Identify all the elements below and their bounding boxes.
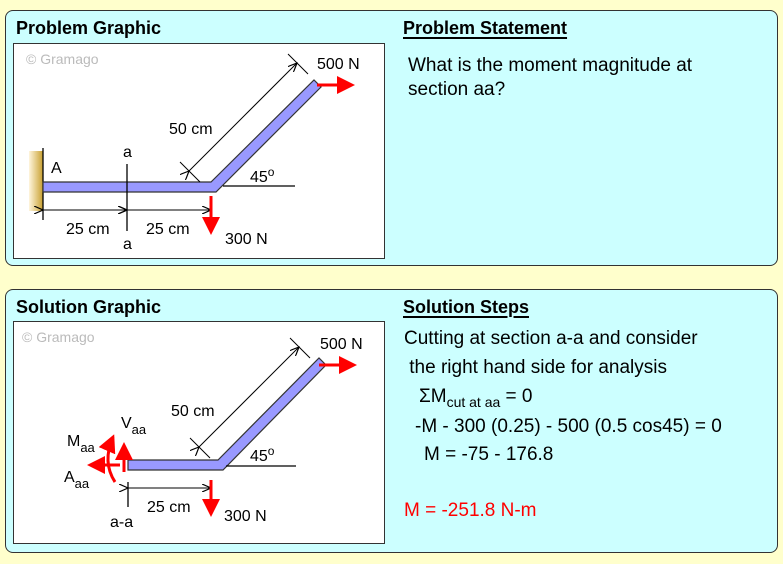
- section-label-top: a: [123, 144, 132, 161]
- dimension-line-diagonal: [199, 347, 299, 447]
- dim-tick: [289, 337, 311, 359]
- watermark: © Gramago: [26, 51, 99, 67]
- step-line-1: Cutting at section a-a and consider: [404, 328, 698, 349]
- dim-diagonal-label: 50 cm: [171, 403, 215, 420]
- dim-left-label: 25 cm: [66, 221, 110, 238]
- support-label: A: [51, 160, 62, 177]
- problem-statement-line-2: section aa?: [408, 79, 506, 100]
- watermark: © Gramago: [22, 329, 95, 345]
- solution-panel: Solution Graphic Solution Steps Cutting …: [5, 289, 778, 553]
- step-line-4: -M - 300 (0.25) - 500 (0.5 cos45) = 0: [415, 416, 722, 437]
- fixed-support-wall: [29, 151, 43, 211]
- section-label: a-a: [110, 514, 133, 531]
- angle-label: 45o: [250, 165, 275, 186]
- problem-statement-line-1: What is the moment magnitude at: [408, 55, 693, 76]
- angle-label: 45o: [250, 444, 275, 465]
- dim-tick: [189, 437, 211, 459]
- dim-right-label: 25 cm: [146, 221, 190, 238]
- problem-panel: Problem Graphic Problem Statement What i…: [5, 10, 778, 266]
- force-vertical-label: 300 N: [225, 231, 268, 248]
- dim-tick: [287, 53, 309, 75]
- section-label-bottom: a: [123, 236, 132, 253]
- answer: M = -251.8 N-m: [404, 500, 537, 521]
- solution-steps-title: Solution Steps: [403, 297, 529, 317]
- problem-statement-title: Problem Statement: [403, 18, 568, 38]
- moment-label: Maa: [67, 433, 96, 455]
- force-horizontal-label: 500 N: [317, 56, 360, 73]
- dim-tick: [179, 161, 201, 183]
- solution-diagram: © Gramago a-a 25 cm 50 cm 45o 500 N 300 …: [13, 321, 385, 544]
- step-line-2: the right hand side for analysis: [404, 357, 667, 378]
- solution-graphic-title: Solution Graphic: [16, 297, 162, 317]
- moment-arrow: [98, 434, 117, 483]
- axial-label: Aaa: [64, 469, 90, 491]
- dim-horizontal-label: 25 cm: [147, 499, 191, 516]
- step-line-3: ΣMcut at aa = 0: [419, 386, 533, 410]
- problem-graphic-title: Problem Graphic: [16, 18, 162, 38]
- problem-diagram: © Gramago A a a 25 cm 25 cm 50 cm 45o 50…: [13, 43, 385, 259]
- solution-diagram-svg: © Gramago a-a 25 cm 50 cm 45o 500 N 300 …: [22, 329, 363, 531]
- dim-diagonal-label: 50 cm: [169, 121, 213, 138]
- cut-beam: [127, 357, 327, 471]
- force-horizontal-label: 500 N: [320, 336, 363, 353]
- dimension-line-diagonal: [189, 63, 297, 171]
- step-line-5: M = -75 - 176.8: [424, 444, 554, 465]
- shear-label: Vaa: [121, 415, 147, 437]
- force-vertical-label: 300 N: [224, 508, 267, 525]
- problem-diagram-svg: © Gramago A a a 25 cm 25 cm 50 cm 45o 50…: [26, 51, 360, 253]
